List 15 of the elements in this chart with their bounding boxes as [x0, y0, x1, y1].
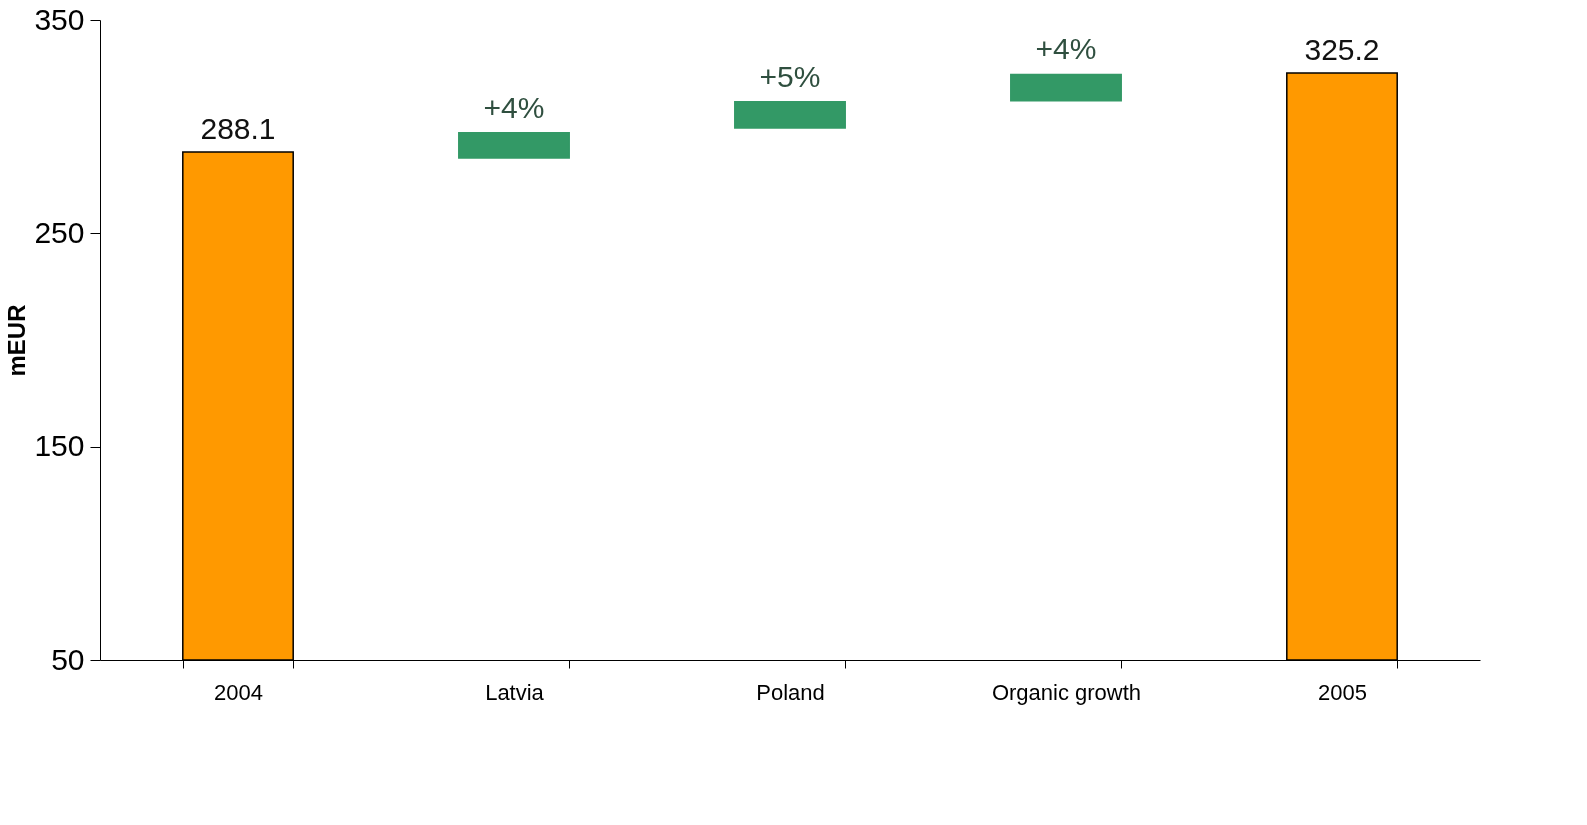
data-label: 325.2 — [1304, 32, 1380, 66]
annotation: +5% — [759, 59, 821, 93]
y-tick-label: 150 — [34, 429, 85, 463]
annotation: +4% — [483, 90, 545, 124]
x-tick-label: 2004 — [214, 679, 263, 705]
y-tick-label: 350 — [34, 2, 85, 36]
x-tick-label: Latvia — [485, 679, 545, 705]
x-tick-label: 2005 — [1318, 679, 1367, 705]
x-tick-label: Poland — [756, 679, 825, 705]
y-tick-label: 250 — [34, 215, 85, 249]
y-tick-label: 50 — [51, 642, 85, 676]
y-axis-title: mEUR — [3, 304, 31, 377]
x-tick-label: Organic growth — [991, 679, 1142, 705]
annotation: +4% — [1035, 32, 1097, 66]
data-label: 288.1 — [200, 112, 276, 146]
